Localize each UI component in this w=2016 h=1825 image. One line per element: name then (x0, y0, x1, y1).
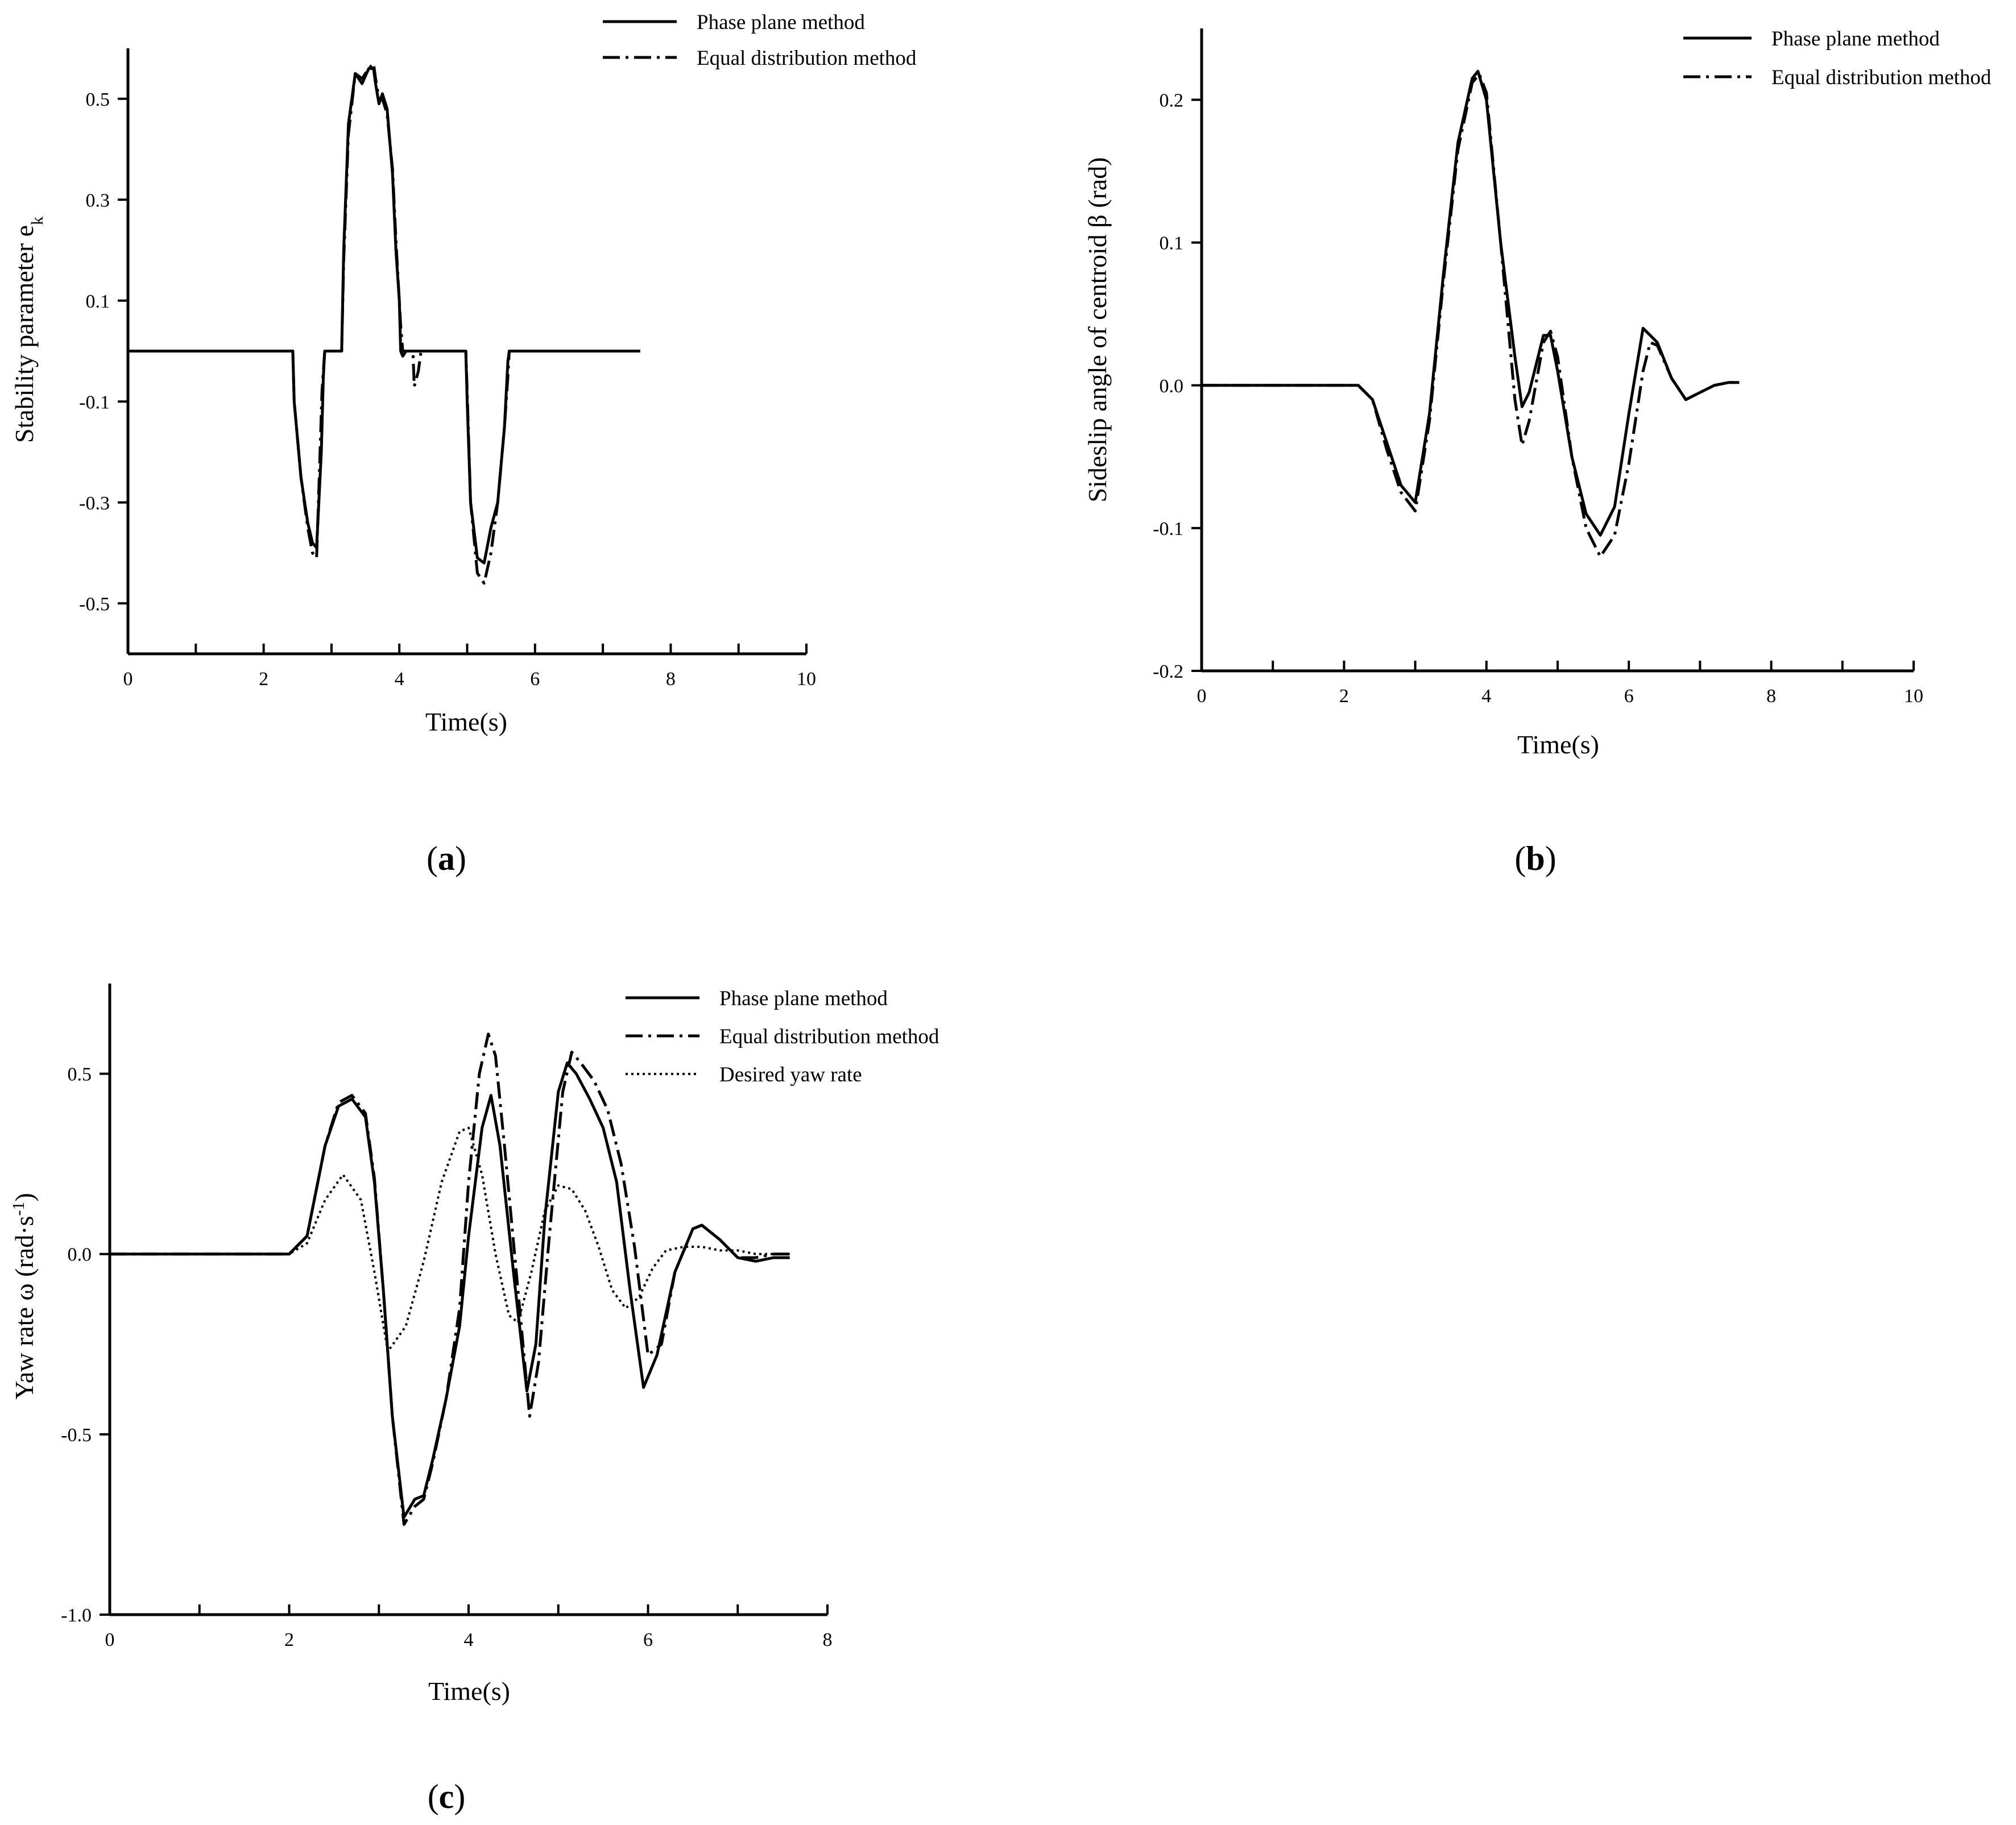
x-tick-label: 0 (1197, 686, 1207, 707)
chart-panel-c: 0 2 4 6 8 0.5 0.0 -0.5 -1.0 Time(s) Yaw rate ω (… (9, 984, 939, 1815)
x-tick-label: 2 (259, 669, 268, 690)
series-line-solid (110, 1061, 790, 1519)
y-tick-label: 0.1 (86, 291, 110, 312)
x-axis-title-a: Time(s) (425, 707, 507, 736)
y-tick-label: 0.5 (68, 1064, 92, 1085)
x-tick-label: 10 (1904, 686, 1923, 707)
y-tick-label: 0.0 (1160, 376, 1184, 397)
y-tick-label: -0.3 (79, 493, 110, 514)
panel-label-c: (c) (428, 1778, 466, 1815)
y-axis-title-c-superscript: -1 (9, 1202, 28, 1216)
x-axis-title-c: Time(s) (428, 1677, 510, 1706)
x-tick-label: 6 (643, 1629, 653, 1650)
x-tick-label: 0 (105, 1629, 115, 1650)
y-axis-title-b: Sideslip angle of centroid β (rad) (1083, 157, 1112, 502)
panel-label-b-letter: b (1526, 840, 1545, 877)
panel-label-c-letter: c (439, 1778, 454, 1815)
series-line-dashdot (110, 1032, 790, 1526)
x-tick-label: 4 (1481, 686, 1491, 707)
chart-panel-b: 0 2 4 6 8 10 0.2 0.1 0.0 -0.1 -0.2 Time(s) Sidesli… (1083, 27, 1992, 877)
y-tick-label: -0.5 (79, 594, 110, 615)
x-tick-label: 4 (395, 669, 404, 690)
series-line-dotted (110, 1126, 790, 1353)
y-tick-label: 0.5 (86, 89, 110, 110)
y-axis-title-c-main: Yaw rate ω (rad·s (10, 1216, 39, 1400)
chart-panel-a: 0 2 4 6 8 10 0.5 0.3 0.1 -0.1 -0.3 -0.5 Time(s) Sta… (10, 11, 917, 877)
panel-label-b: (b) (1514, 840, 1556, 877)
y-tick-label: 0.1 (1160, 233, 1184, 254)
y-tick-label: 0.2 (1160, 90, 1184, 111)
plot-area-c: 0 2 4 6 8 0.5 0.0 -0.5 -1.0 (61, 984, 833, 1650)
x-tick-label: 6 (1624, 686, 1634, 707)
x-tick-label: 8 (823, 1629, 833, 1650)
x-tick-label: 2 (1339, 686, 1349, 707)
y-tick-label: -0.5 (61, 1425, 92, 1446)
y-tick-label: -0.1 (1153, 519, 1183, 540)
series-line-dashdot (1202, 72, 1740, 558)
y-tick-label: 0.3 (86, 190, 110, 211)
panel-label-a: (a) (427, 840, 466, 877)
legend-a: Phase plane method Equal distribution met… (603, 11, 917, 70)
series-line-solid (128, 67, 640, 565)
y-tick-label: -0.2 (1153, 661, 1183, 682)
x-tick-label: 8 (1766, 686, 1776, 707)
x-tick-label: 0 (123, 669, 133, 690)
legend-label: Phase plane method (1771, 27, 1940, 51)
legend-b: Phase plane method Equal distribution met… (1683, 27, 1992, 89)
series-line-dashdot (128, 62, 640, 585)
series-line-solid (1202, 69, 1740, 537)
legend-label: Equal distribution method (719, 1025, 939, 1048)
legend-label: Phase plane method (697, 11, 865, 34)
legend-label: Desired yaw rate (719, 1063, 862, 1086)
x-tick-label: 10 (797, 669, 816, 690)
y-axis-title-a-main: Stability parameter e (10, 225, 39, 443)
x-tick-label: 8 (666, 669, 676, 690)
y-axis-title-a-subscript: k (28, 217, 47, 225)
x-tick-label: 2 (284, 1629, 294, 1650)
panel-label-a-letter: a (438, 840, 455, 877)
plot-area-a: 0 2 4 6 8 10 0.5 0.3 0.1 -0.1 -0.3 -0.5 (79, 48, 816, 690)
y-tick-label: 0.0 (68, 1245, 92, 1266)
y-axis-title-c: Yaw rate ω (rad·s-1) (9, 1193, 39, 1400)
plot-area-b: 0 2 4 6 8 10 0.2 0.1 0.0 -0.1 -0.2 (1153, 28, 1923, 707)
y-tick-label: -1.0 (61, 1605, 92, 1626)
y-axis-title-c-tail: ) (10, 1193, 39, 1201)
x-tick-label: 6 (530, 669, 540, 690)
y-tick-label: -0.1 (79, 392, 110, 413)
x-tick-label: 4 (464, 1629, 474, 1650)
legend-label: Equal distribution method (1771, 66, 1992, 89)
legend-label: Equal distribution method (697, 47, 917, 70)
legend-label: Phase plane method (719, 987, 888, 1010)
legend-c: Phase plane method Equal distribution met… (626, 987, 939, 1086)
x-axis-title-b: Time(s) (1517, 730, 1599, 759)
y-axis-title-a: Stability parameter ek (10, 217, 47, 443)
